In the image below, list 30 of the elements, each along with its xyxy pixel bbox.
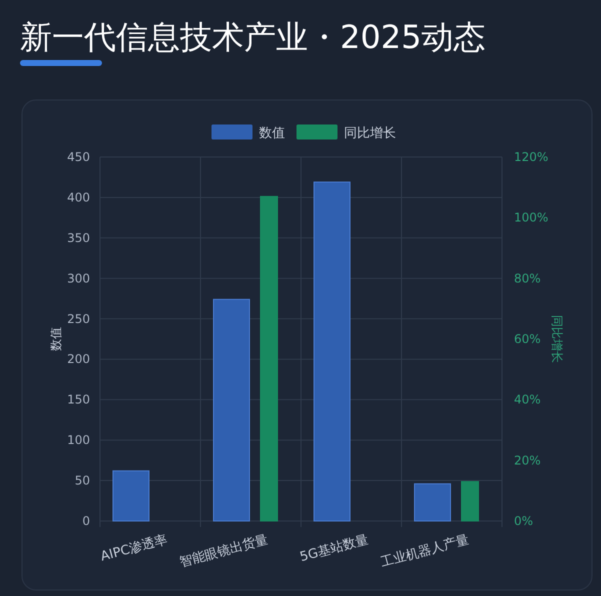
y-tick-label: 250 [67, 312, 90, 326]
legend-label: 同比增长 [344, 126, 396, 141]
x-tick-label: 智能眼镜出货量 [178, 532, 270, 570]
chart-title: 新一代信息技术产业・2025动态 [20, 18, 486, 56]
y-tick-label: 200 [67, 352, 90, 366]
bar [112, 470, 150, 522]
y-tick-label: 300 [67, 271, 90, 286]
y-tick-label: 0 [82, 514, 90, 528]
y-axis-title: 数值 [49, 327, 63, 351]
x-tick-label: AIPC渗透率 [98, 531, 170, 565]
y-tick-label: 150 [67, 392, 90, 407]
y2-tick-label: 40% [514, 392, 541, 407]
y2-axis-title: 同比增长 [550, 315, 564, 363]
y2-tick-label: 80% [514, 271, 541, 286]
y2-tick-label: 60% [514, 332, 541, 346]
y-tick-label: 350 [67, 230, 90, 245]
legend-label: 数值 [259, 126, 285, 141]
y2-tick-label: 0% [514, 514, 534, 528]
bar [213, 298, 250, 522]
x-tick-label: 工业机器人产量 [379, 532, 471, 570]
bar [314, 182, 350, 522]
y-tick-label: 450 [67, 150, 90, 164]
y-tick-label: 400 [67, 190, 90, 204]
y2-tick-label: 100% [514, 210, 548, 225]
y-tick-label: 100 [67, 433, 90, 448]
bar [414, 483, 451, 522]
y-tick-label: 50 [74, 474, 90, 488]
y2-tick-label: 20% [514, 453, 541, 468]
y2-tick-label: 120% [514, 150, 548, 164]
x-tick-label: 5G基站数量 [298, 532, 370, 566]
